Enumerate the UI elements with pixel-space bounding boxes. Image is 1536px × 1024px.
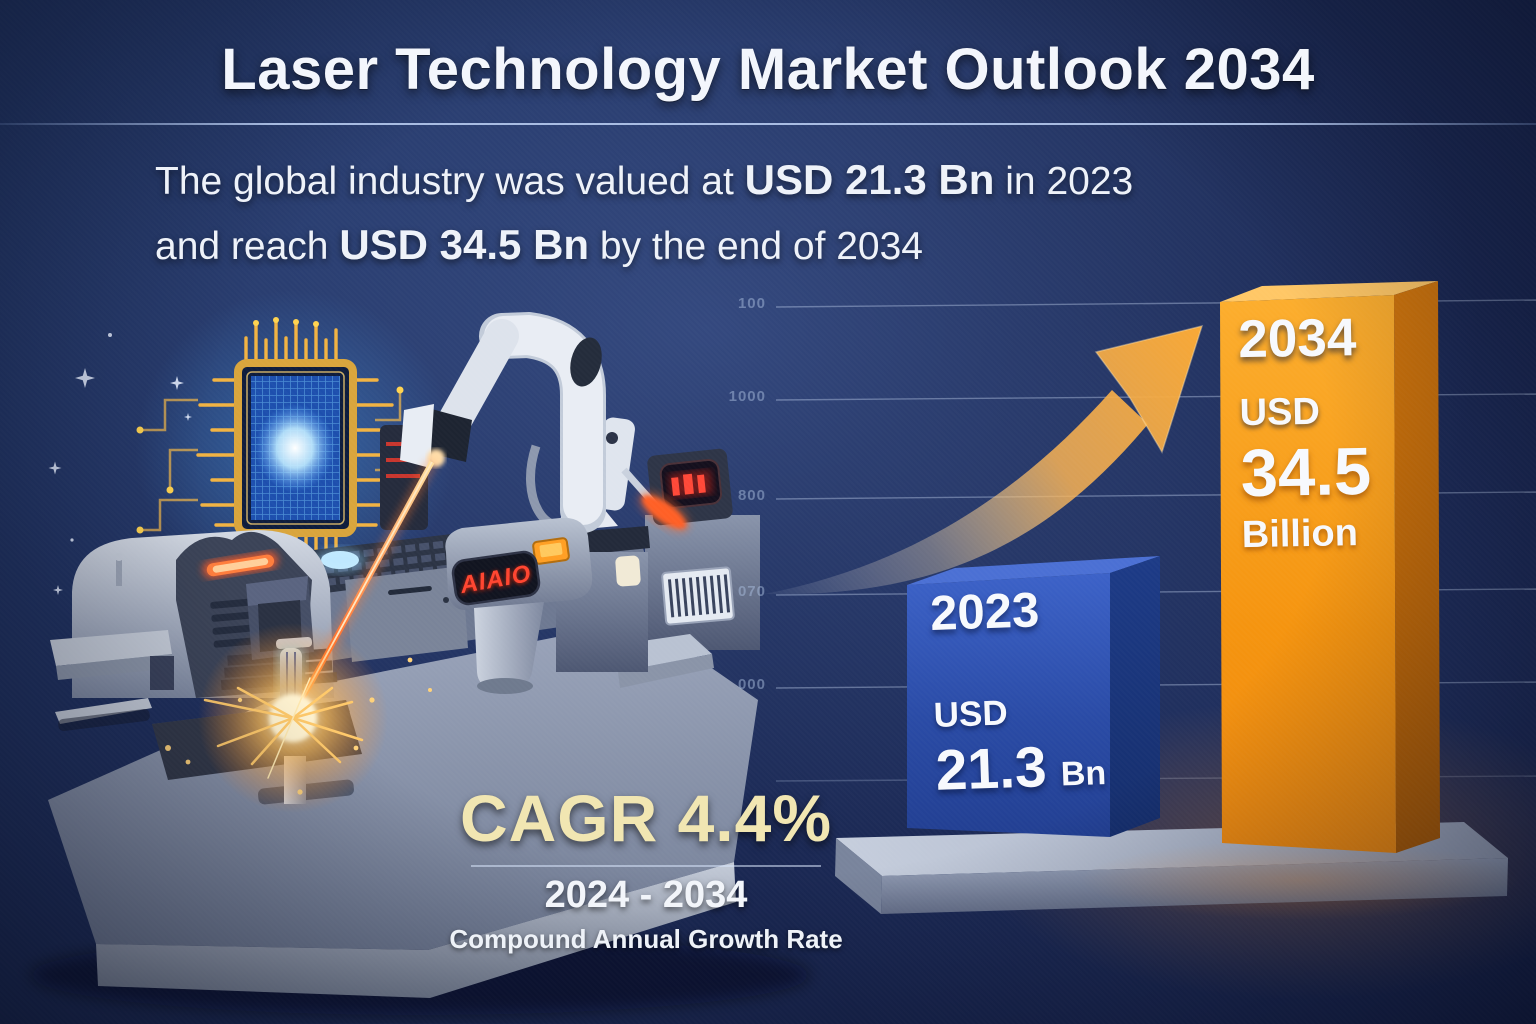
y-axis-tick-label: 100	[737, 295, 766, 312]
cagr-headline: CAGR 4.4%	[459, 781, 833, 855]
y-axis-tick-label: 800	[737, 487, 766, 504]
subtitle-line2-bold: USD 34.5 Bn	[339, 221, 590, 268]
title-divider	[0, 123, 1536, 125]
growth-arrow-icon	[764, 324, 1204, 595]
bar-2023-labels: 2023 USD 21.3 Bn	[929, 580, 1107, 804]
subtitle-line2-post: by the end of 2034	[589, 225, 923, 268]
bar-2023-currency: USD	[933, 693, 1009, 735]
bar-2034-year: 2034	[1237, 308, 1357, 370]
cagr-period: 2024 - 2034	[544, 874, 748, 916]
subtitle-line-2: and reach USD 34.5 Bn by the end of 2034	[155, 213, 1305, 278]
bar-2034-unit: Billion	[1241, 512, 1359, 557]
cagr-divider	[471, 865, 821, 867]
cagr-caption: Compound Annual Growth Rate	[449, 924, 843, 954]
cream-button	[615, 555, 641, 587]
cagr-block: CAGR 4.4% 2024 - 2034 Compound Annual Gr…	[428, 780, 864, 955]
subtitle-line-1: The global industry was valued at USD 21…	[155, 148, 1305, 213]
bar-2023-year: 2023	[929, 583, 1041, 642]
y-axis-tick-label: 1000	[728, 388, 766, 405]
subtitle-line1-pre: The global industry was valued at	[155, 160, 745, 203]
subtitle: The global industry was valued at USD 21…	[155, 148, 1305, 278]
subtitle-line1-bold: USD 21.3 Bn	[744, 156, 995, 203]
bar-2023-value: 21.3	[934, 735, 1048, 803]
y-axis-tick-label: 070	[737, 583, 766, 600]
page-title: Laser Technology Market Outlook 2034	[221, 37, 1315, 102]
subtitle-line2-pre: and reach	[155, 225, 340, 268]
y-axis-tick-label: 000	[737, 676, 766, 693]
bar-2034-value: 34.5	[1240, 433, 1372, 512]
bar-2023-unit: Bn	[1060, 753, 1107, 794]
subtitle-line1-post: in 2023	[994, 160, 1134, 203]
bar-2034-labels: 2034 USD 34.5 Billion	[1238, 307, 1373, 557]
bar-2034-currency: USD	[1239, 390, 1321, 435]
